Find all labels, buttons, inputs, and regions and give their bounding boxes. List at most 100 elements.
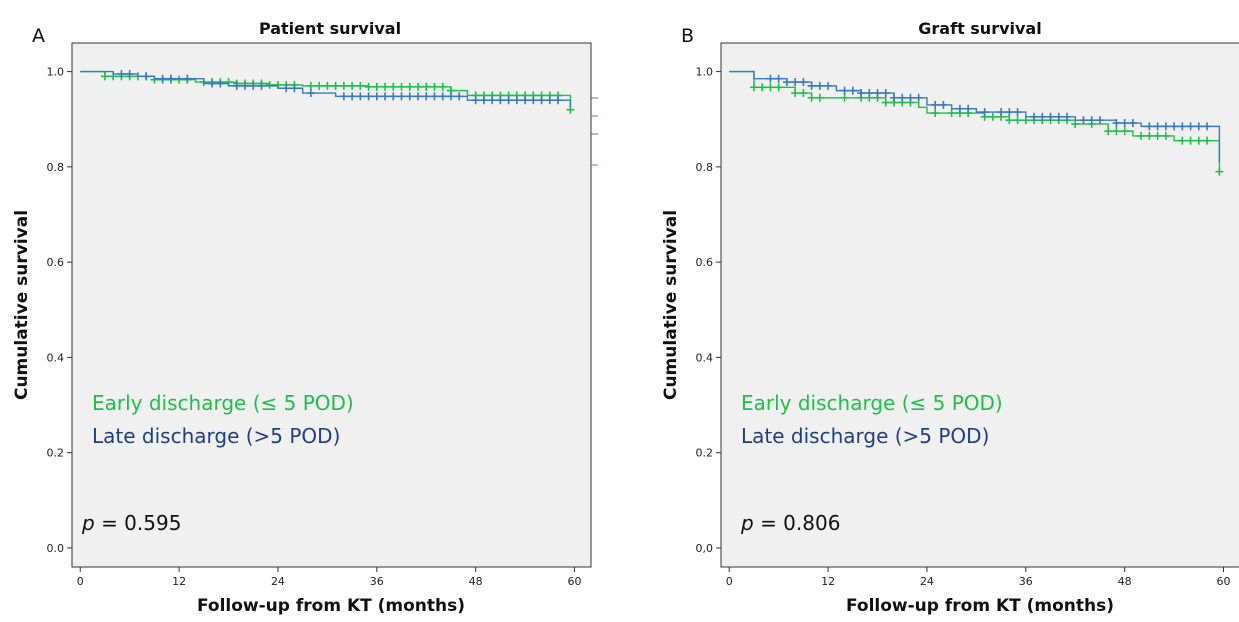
censor-mark-early	[1186, 136, 1195, 145]
censor-mark-late	[339, 92, 348, 101]
censor-mark-late	[1186, 122, 1195, 131]
censor-mark-late	[306, 89, 315, 98]
panel-a-axes: 0.0 0.2 0.4 0.6 0.8 1.0 0 12 24 36 48 60	[47, 66, 582, 588]
censor-mark-late	[782, 78, 791, 87]
x-tick-label: 36	[370, 575, 384, 588]
censor-mark-late	[1030, 112, 1039, 121]
y-tick-label: 0,0	[696, 542, 714, 555]
censor-mark-early	[774, 83, 783, 92]
censor-mark-early	[947, 109, 956, 118]
panel-b-graft-survival: B Graft survival 0,0 0.2 0.4 0.6 0.8 1.0 0 12 24…	[661, 19, 1239, 616]
censor-mark-late	[939, 100, 948, 109]
x-tick-label: 0	[726, 575, 733, 588]
censor-mark-early	[1178, 136, 1187, 145]
censor-mark-late	[955, 104, 964, 113]
censor-mark-late	[479, 96, 488, 105]
censor-mark-late	[774, 74, 783, 83]
x-tick-label: 12	[821, 575, 835, 588]
panel-b-axes: 0,0 0.2 0.4 0.6 0.8 1.0 0 12 24 36 48 60	[696, 66, 1231, 588]
censor-mark-late	[537, 96, 546, 105]
y-tick-label: 0.4	[47, 351, 65, 364]
censor-mark-late	[1013, 108, 1022, 117]
censor-mark-late	[512, 96, 521, 105]
censor-mark-late	[389, 92, 398, 101]
censor-mark-late	[857, 89, 866, 98]
panel-a-p-number: = 0.595	[101, 511, 181, 535]
censor-mark-early	[1112, 127, 1121, 136]
panel-a-legend-early: Early discharge (≤ 5 POD)	[92, 391, 354, 415]
censor-mark-late	[1087, 116, 1096, 125]
censor-mark-early	[1203, 136, 1212, 145]
censor-mark-late	[372, 92, 381, 101]
censor-mark-early	[414, 82, 422, 91]
y-tick-label: 1.0	[696, 66, 714, 79]
panel-a-letter: A	[32, 25, 45, 47]
censor-mark-late	[183, 74, 192, 83]
censor-mark-late	[964, 104, 973, 113]
censor-mark-late	[1046, 112, 1055, 121]
censor-mark-early	[840, 93, 849, 102]
panel-b-title: Graft survival	[918, 19, 1041, 38]
panel-b-y-axis-title: Cumulative survival	[661, 210, 681, 400]
censor-mark-late	[865, 89, 874, 98]
censor-mark-early	[1071, 119, 1080, 128]
censor-mark-late	[241, 81, 249, 90]
censor-mark-late	[496, 96, 505, 105]
censor-mark-late	[1194, 122, 1203, 131]
censor-mark-early	[364, 82, 373, 91]
panel-b-p-number: = 0.806	[760, 511, 840, 535]
panel-b-p-value: p = 0.806	[740, 511, 840, 535]
panel-a-patient-survival: A Patient survival 0.0 0.2 0.4 0.6 0.8 1.0 0 12…	[12, 19, 598, 616]
censor-mark-late	[290, 84, 299, 93]
censor-mark-late	[815, 81, 824, 90]
panel-a-legend-late: Late discharge (>5 POD)	[92, 424, 340, 448]
censor-mark-late	[504, 96, 513, 105]
censor-mark-late	[142, 72, 151, 81]
censor-mark-late	[1095, 116, 1104, 125]
censor-mark-late	[249, 81, 258, 90]
censor-mark-early	[1137, 131, 1146, 140]
censor-mark-late	[455, 92, 464, 101]
censor-mark-late	[438, 92, 447, 101]
censor-mark-late	[216, 79, 225, 88]
censor-mark-late	[791, 78, 800, 87]
panel-a-title: Patient survival	[259, 19, 401, 38]
censor-mark-early	[807, 93, 816, 102]
censor-mark-late	[1128, 119, 1137, 128]
censor-mark-late	[799, 78, 808, 87]
x-tick-label: 36	[1019, 575, 1033, 588]
censor-mark-early	[430, 82, 439, 91]
censor-mark-late	[282, 84, 291, 93]
censor-mark-late	[125, 69, 134, 78]
y-tick-label: 0.2	[696, 447, 714, 460]
censor-mark-late	[521, 96, 530, 105]
censor-mark-late	[414, 92, 422, 101]
panel-b-letter: B	[681, 25, 694, 47]
y-tick-label: 0.8	[696, 161, 714, 174]
censor-mark-early	[931, 109, 940, 118]
censor-mark-early	[1005, 116, 1014, 125]
censor-mark-late	[766, 74, 775, 83]
censor-mark-late	[1038, 112, 1047, 121]
censor-mark-early	[758, 83, 767, 92]
censor-mark-early	[438, 82, 447, 91]
censor-mark-late	[488, 96, 497, 105]
censor-mark-late	[1079, 116, 1088, 125]
panel-b-plot-area	[720, 42, 1239, 568]
censor-mark-late	[1145, 122, 1154, 131]
censor-mark-early	[306, 81, 315, 90]
censor-mark-early	[881, 98, 890, 107]
censor-mark-late	[807, 81, 816, 90]
x-tick-label: 60	[568, 575, 582, 588]
censor-mark-early	[422, 82, 431, 91]
censor-mark-late	[980, 108, 989, 117]
censor-mark-late	[840, 86, 849, 95]
y-tick-label: 0.6	[696, 256, 714, 269]
censor-mark-late	[898, 93, 907, 102]
x-tick-label: 12	[172, 575, 186, 588]
x-tick-label: 48	[469, 575, 483, 588]
censor-mark-early	[799, 89, 808, 98]
panel-a-x-axis-title: Follow-up from KT (months)	[197, 596, 465, 616]
panel-a-plot-area	[71, 42, 592, 568]
censor-mark-early	[348, 81, 357, 90]
